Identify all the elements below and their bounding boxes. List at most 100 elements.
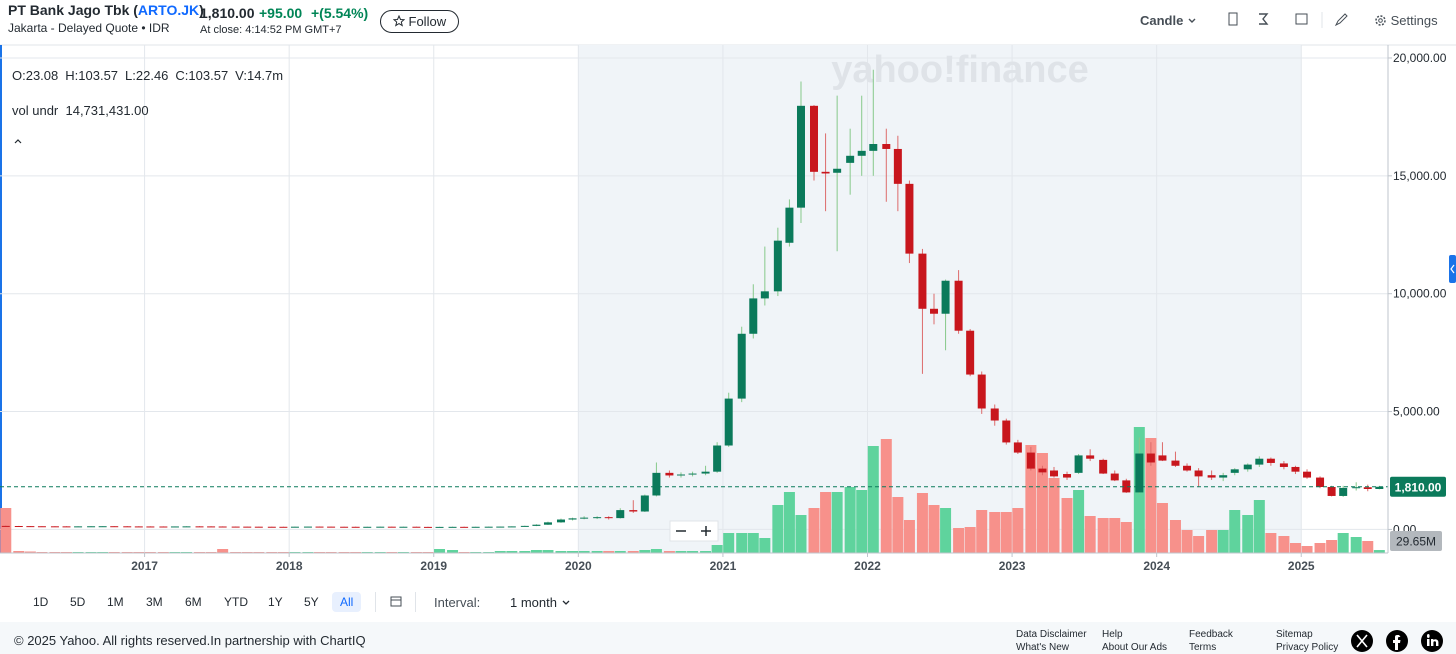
volume-bar xyxy=(1169,520,1181,553)
calendar-icon[interactable] xyxy=(390,595,403,608)
candle-body xyxy=(821,171,830,174)
candle-body xyxy=(785,207,794,243)
range-button[interactable]: 5D xyxy=(70,595,86,609)
volume-bar xyxy=(880,439,892,553)
volume-bar xyxy=(903,520,915,553)
candle-body xyxy=(182,526,191,528)
zoom-controls[interactable] xyxy=(669,520,719,542)
candle-body xyxy=(869,144,878,151)
compare-icon[interactable] xyxy=(1228,12,1238,26)
volume-bar xyxy=(1156,503,1168,553)
volume-bar xyxy=(736,533,748,553)
candle-body xyxy=(1074,455,1083,473)
volume-bar xyxy=(1229,510,1241,553)
footer-link[interactable]: What's New xyxy=(1016,642,1070,653)
settings-button[interactable]: Settings xyxy=(1374,13,1438,28)
volume-bar xyxy=(0,508,12,553)
volume-bar xyxy=(844,487,856,553)
volume-bar xyxy=(1036,453,1048,553)
candle-body xyxy=(1063,474,1072,478)
range-button[interactable]: 1Y xyxy=(268,595,283,609)
candle-body xyxy=(580,517,589,519)
volume-bar xyxy=(1337,533,1349,553)
chart: yahoo!finance 0.005,000.0010,000.0015,00… xyxy=(0,44,1456,573)
candle-body xyxy=(1291,466,1300,472)
volume-bar xyxy=(650,549,662,553)
candle-body xyxy=(604,517,613,519)
candle-body xyxy=(376,526,385,528)
indicators-icon[interactable] xyxy=(1259,13,1269,25)
ticker[interactable]: ARTO.JK xyxy=(137,2,200,18)
side-tab[interactable] xyxy=(1449,255,1456,283)
candle-body xyxy=(1219,475,1228,478)
events-icon[interactable] xyxy=(1295,13,1308,25)
study-name: vol undr xyxy=(12,103,59,118)
range-button[interactable]: 5Y xyxy=(304,595,319,609)
x-glyph xyxy=(1356,634,1368,648)
candle-body xyxy=(966,330,975,375)
footer-link[interactable]: Data Disclaimer xyxy=(1016,629,1087,640)
volume-bar xyxy=(530,550,542,553)
volume-bar xyxy=(940,508,952,553)
volume-bar xyxy=(591,551,603,553)
last-price-label: 1,810.00 xyxy=(1395,480,1442,494)
volume-bar xyxy=(892,497,904,553)
range-button[interactable]: YTD xyxy=(224,595,248,609)
draw-icon[interactable] xyxy=(1334,13,1348,27)
x-tick-label: 2022 xyxy=(854,559,881,573)
candle-body xyxy=(195,526,204,528)
candle-body xyxy=(556,519,565,523)
candle-body xyxy=(665,472,674,476)
candle-body xyxy=(1171,460,1180,466)
footer-link[interactable]: Terms xyxy=(1189,642,1217,653)
range-button[interactable]: 1M xyxy=(107,595,124,609)
candle-body xyxy=(846,155,855,163)
range-button[interactable]: 3M xyxy=(146,595,163,609)
collapse-caret[interactable] xyxy=(13,137,23,145)
volume-bar xyxy=(1362,541,1374,553)
chart-type-menu[interactable]: Candle xyxy=(1140,13,1197,28)
footer-link[interactable]: Privacy Policy xyxy=(1276,642,1339,653)
footer-link[interactable]: Sitemap xyxy=(1276,629,1313,640)
volume-bar xyxy=(1025,445,1037,553)
candle-body xyxy=(62,526,71,528)
candle-body xyxy=(243,526,252,528)
title-prefix: PT Bank Jago Tbk ( xyxy=(8,2,138,18)
candle-body xyxy=(159,526,168,528)
candle-body xyxy=(110,526,119,528)
candle-body xyxy=(713,445,722,472)
candle-body xyxy=(1158,455,1167,461)
candle-body xyxy=(676,474,685,476)
candle-body xyxy=(87,526,96,528)
volume-bar xyxy=(506,551,518,553)
legend-item: L:22.46 xyxy=(125,68,169,83)
range-button[interactable]: 1D xyxy=(33,595,49,609)
candle-body xyxy=(905,183,914,254)
volume-bar xyxy=(1193,536,1205,553)
candle-body xyxy=(990,408,999,421)
close-time: At close: 4:14:52 PM GMT+7 xyxy=(200,24,342,36)
candle-body xyxy=(507,526,516,528)
interval-menu[interactable]: 1 month xyxy=(510,595,571,610)
candle-body xyxy=(315,526,324,528)
candle-body xyxy=(1183,465,1192,471)
footer-link[interactable]: Feedback xyxy=(1189,629,1233,640)
candle-body xyxy=(1013,442,1022,453)
candle-body xyxy=(460,526,469,528)
volume-bar xyxy=(1217,530,1229,553)
follow-button[interactable]: Follow xyxy=(380,10,459,33)
range-button[interactable]: 6M xyxy=(185,595,202,609)
volume-bar xyxy=(711,545,723,553)
candle-body xyxy=(351,526,360,528)
candle-body xyxy=(37,526,46,528)
change: +95.00 xyxy=(259,5,303,21)
study-legend: vol undr 14,731,431.00 xyxy=(12,103,149,118)
footer-link[interactable]: About Our Ads xyxy=(1102,642,1168,653)
volume-bar xyxy=(675,551,687,553)
footer-link[interactable]: Help xyxy=(1102,629,1123,640)
follow-label: Follow xyxy=(408,14,447,29)
candle-body xyxy=(760,291,769,299)
range-button[interactable]: All xyxy=(332,592,362,612)
price: 1,810.00 xyxy=(200,5,255,21)
volume-bar xyxy=(1265,533,1277,553)
